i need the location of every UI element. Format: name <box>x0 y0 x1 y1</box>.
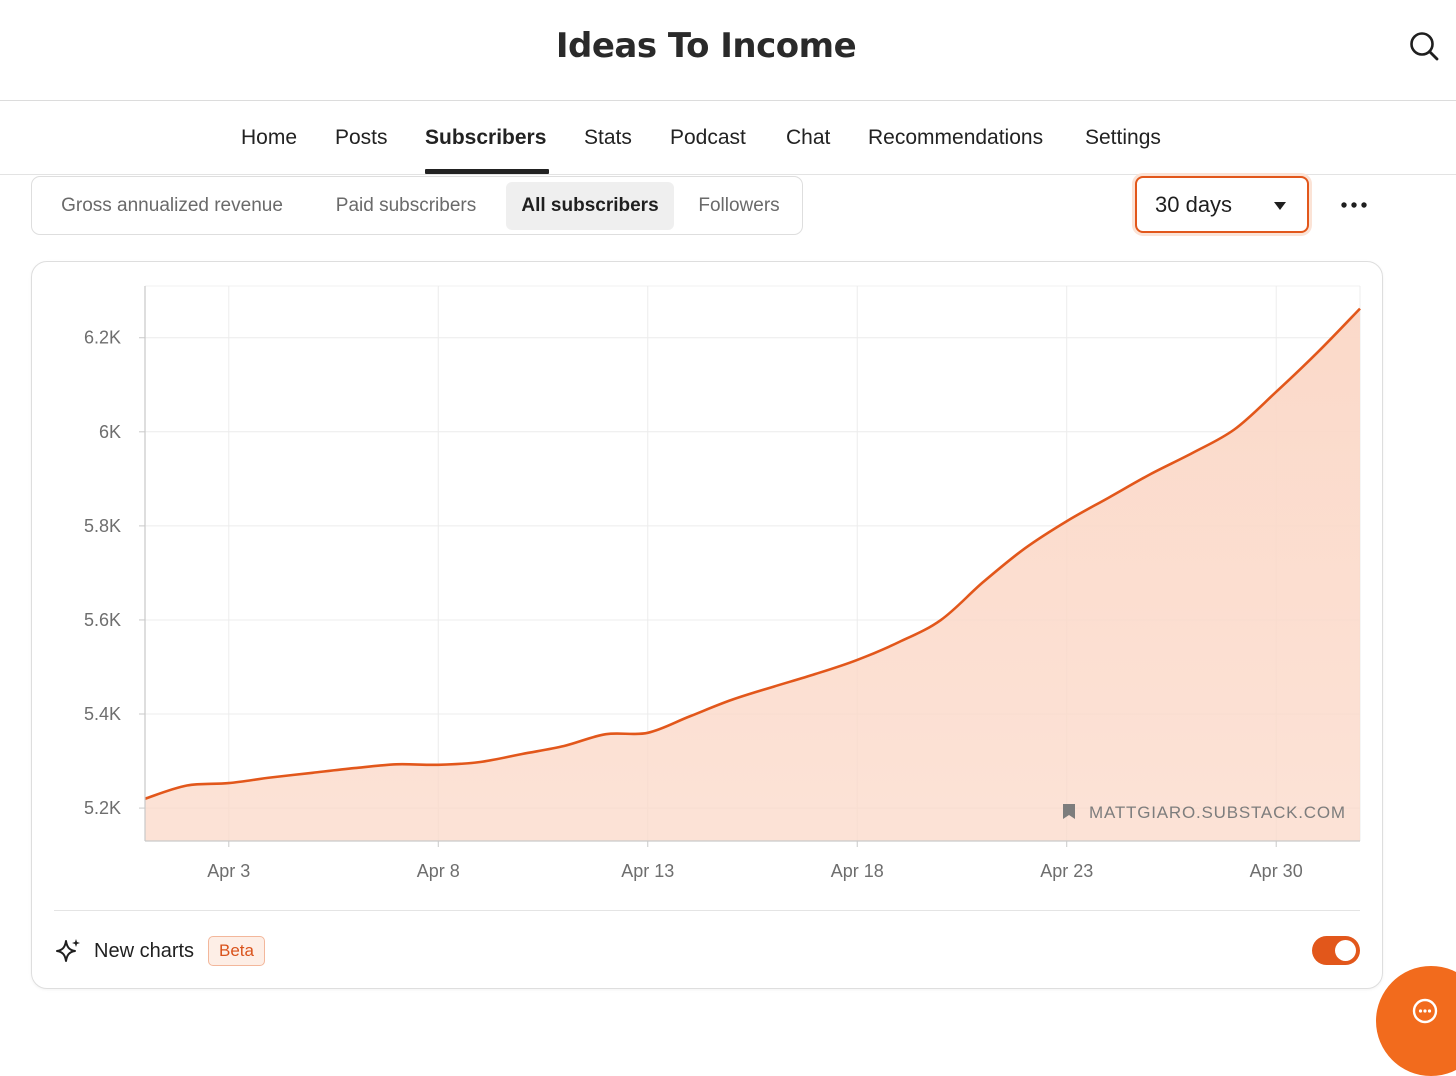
chat-button[interactable] <box>1376 966 1456 1076</box>
caret-down-icon <box>1274 202 1286 210</box>
search-icon[interactable] <box>1406 28 1442 64</box>
x-tick-label: Apr 8 <box>417 861 460 881</box>
new-charts-toggle[interactable] <box>1312 936 1360 965</box>
toggle-knob <box>1335 940 1356 961</box>
nav-item-chat[interactable]: Chat <box>786 126 831 149</box>
nav-item-podcast[interactable]: Podcast <box>670 126 746 149</box>
chart-tick-labels: 5.2K 5.4K 5.6K 5.8K 6K 6.2K Apr 3 Apr 8 Apr 13 Ap… <box>84 328 1303 881</box>
y-tick-label: 6K <box>99 422 121 442</box>
metric-tabs: Gross annualized revenue Paid subscriber… <box>31 176 803 235</box>
chart-card: 5.2K 5.4K 5.6K 5.8K 6K 6.2K Apr 3 Apr 8 Apr 13 Ap… <box>31 261 1383 989</box>
series-line <box>144 307 1361 800</box>
nav-item-settings[interactable]: Settings <box>1085 126 1161 149</box>
watermark-text: MATTGIARO.SUBSTACK.COM <box>1089 803 1346 822</box>
x-tick-label: Apr 30 <box>1250 861 1303 881</box>
tab-all-subscribers[interactable]: All subscribers <box>506 182 674 230</box>
y-tick-label: 6.2K <box>84 328 121 348</box>
x-tick-label: Apr 3 <box>207 861 250 881</box>
tab-gross-annualized-revenue[interactable]: Gross annualized revenue <box>61 195 283 216</box>
bookmark-icon <box>1063 804 1075 819</box>
site-title[interactable]: Ideas To Income <box>555 26 857 66</box>
site-header: Ideas To Income <box>0 0 1456 101</box>
main-nav: Home Posts Subscribers Stats Podcast Cha… <box>0 101 1456 175</box>
chat-icon <box>1412 998 1438 1024</box>
new-charts-label: New charts <box>94 940 195 962</box>
nav-active-indicator <box>425 169 549 174</box>
chart-axes <box>139 286 1360 847</box>
date-range-value: 30 days <box>1155 192 1233 217</box>
x-tick-label: Apr 23 <box>1040 861 1093 881</box>
y-tick-label: 5.6K <box>84 610 121 630</box>
sparkle-icon <box>56 939 80 962</box>
nav-item-recommendations[interactable]: Recommendations <box>868 126 1044 149</box>
nav-item-home[interactable]: Home <box>241 126 298 149</box>
more-horizontal-icon[interactable] <box>1332 188 1376 222</box>
x-tick-label: Apr 18 <box>831 861 884 881</box>
nav-item-posts[interactable]: Posts <box>335 126 388 149</box>
series-area <box>145 308 1360 842</box>
tab-followers[interactable]: Followers <box>698 195 780 216</box>
tab-paid-subscribers[interactable]: Paid subscribers <box>335 195 477 216</box>
date-range-select[interactable]: 30 days <box>1135 176 1309 233</box>
nav-item-subscribers[interactable]: Subscribers <box>425 126 547 149</box>
x-tick-label: Apr 13 <box>621 861 674 881</box>
y-tick-label: 5.8K <box>84 516 121 536</box>
chart-watermark: MATTGIARO.SUBSTACK.COM <box>1063 803 1346 822</box>
subscribers-chart: 5.2K 5.4K 5.6K 5.8K 6K 6.2K Apr 3 Apr 8 Apr 13 Ap… <box>84 285 1361 881</box>
y-tick-label: 5.2K <box>84 798 121 818</box>
card-divider <box>54 910 1360 911</box>
nav-item-stats[interactable]: Stats <box>584 126 632 149</box>
beta-badge: Beta <box>208 936 265 966</box>
y-tick-label: 5.4K <box>84 704 121 724</box>
